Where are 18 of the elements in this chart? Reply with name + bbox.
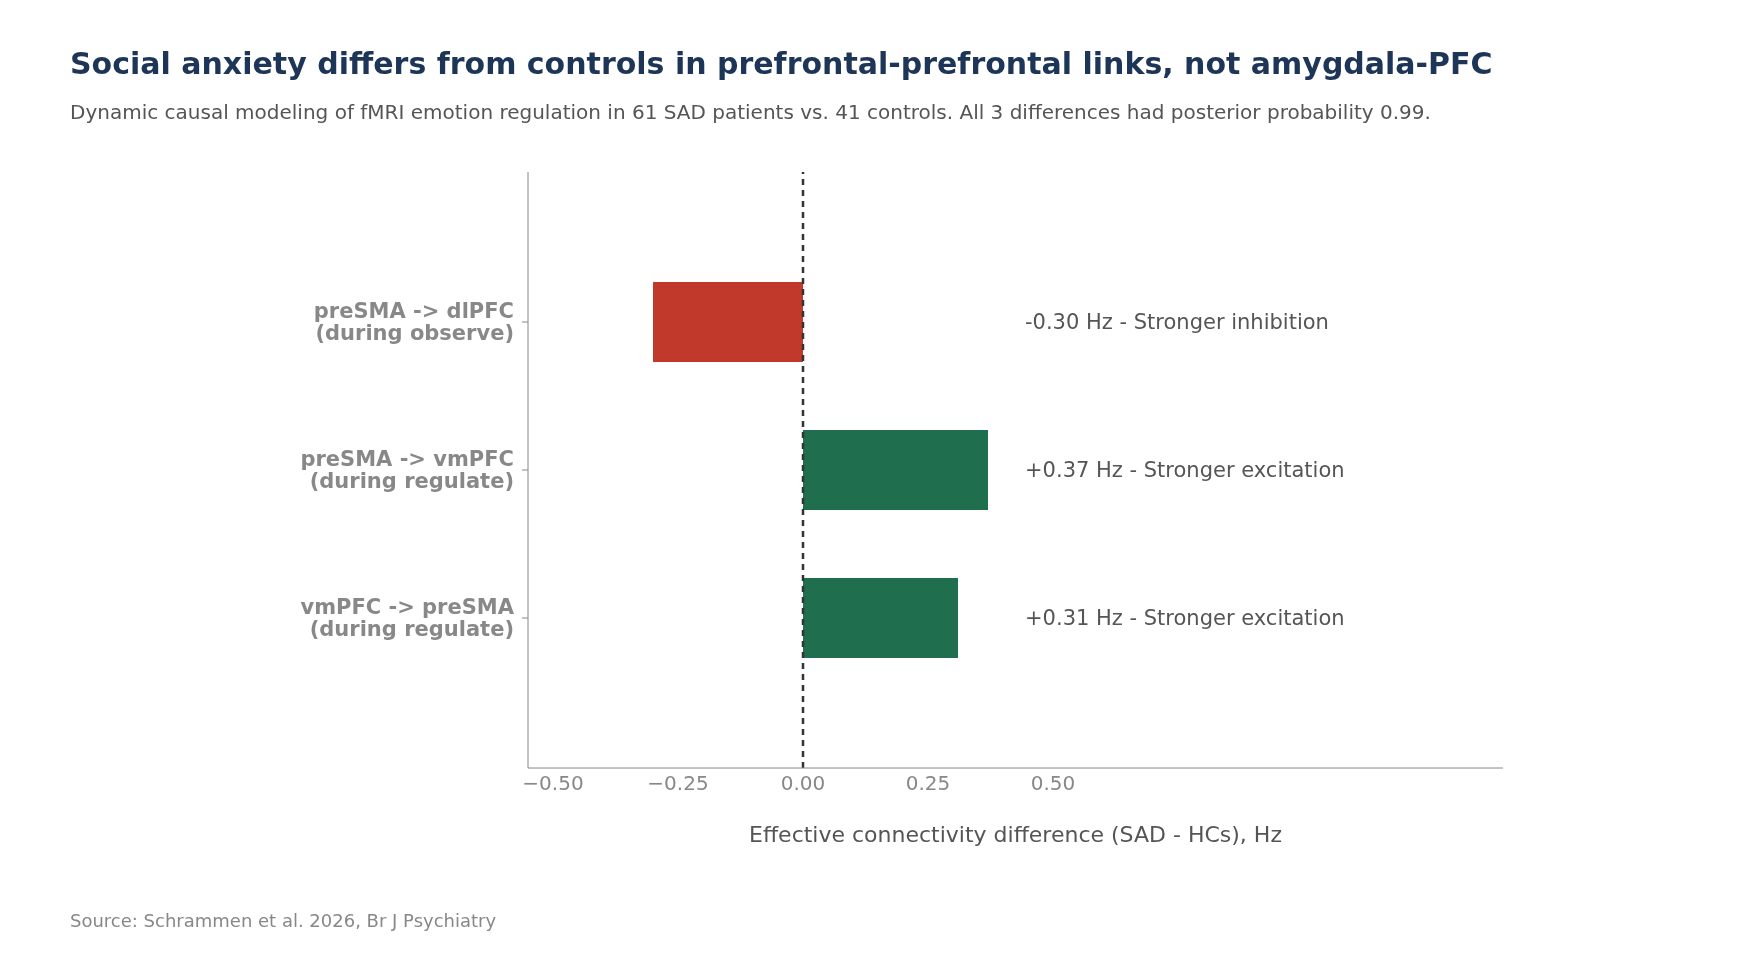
annotation: +0.37 Hz - Stronger excitation <box>1025 458 1345 482</box>
bar <box>653 282 803 362</box>
annotation: +0.31 Hz - Stronger excitation <box>1025 606 1345 630</box>
x-tick-label: 0.00 <box>780 771 826 796</box>
x-tick-label: 0.50 <box>1030 771 1076 796</box>
annotation: -0.30 Hz - Stronger inhibition <box>1025 310 1329 334</box>
source-note: Source: Schrammen et al. 2026, Br J Psychiatry <box>70 910 497 931</box>
x-axis-title: Effective connectivity difference (SAD - HCs), Hz <box>749 822 1282 847</box>
y-tick-label: vmPFC -> preSMA (during regulate) <box>300 595 515 641</box>
y-tick-label: preSMA -> dlPFC (during observe) <box>313 299 514 345</box>
y-tick-label: preSMA -> vmPFC (during regulate) <box>300 447 514 493</box>
bar <box>803 578 958 658</box>
chart-subtitle: Dynamic causal modeling of fMRI emotion regulation in 61 SAD patients vs. 41 controls. All 3 differences had posterior probability 0.99. <box>70 100 1431 124</box>
x-tick-label: 0.25 <box>905 771 951 796</box>
bar <box>803 430 988 510</box>
x-tick-label: −0.25 <box>647 771 709 796</box>
chart-title: Social anxiety differs from controls in prefrontal-prefrontal links, not amygdala-PFC <box>70 46 1493 81</box>
x-tick-label: −0.50 <box>522 771 584 796</box>
